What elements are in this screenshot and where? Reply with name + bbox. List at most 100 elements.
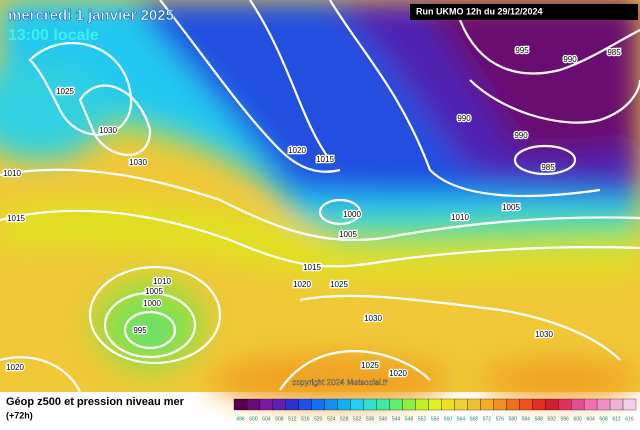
scale-label: 496 (236, 416, 245, 422)
scale-label: 584 (522, 416, 531, 422)
scale-label: 588 (535, 416, 544, 422)
scale-label: 500 (249, 416, 258, 422)
isobar-label: 1005 (502, 203, 520, 212)
isobar-label: 1005 (145, 287, 163, 296)
scale-swatch (389, 398, 403, 411)
scale-swatch (493, 398, 507, 411)
scale-label: 532 (353, 416, 362, 422)
scale-swatch (324, 398, 338, 411)
scale-swatch (337, 398, 351, 411)
scale-swatch (285, 398, 299, 411)
run-label: Run UKMO 12h du 29/12/2024 (416, 6, 543, 16)
isobar-label: 995 (133, 326, 147, 335)
scale-swatch (272, 398, 287, 411)
run-box (410, 4, 638, 20)
isobar-label: 1020 (389, 369, 407, 378)
isobar-label: 1005 (339, 230, 357, 239)
isobar-label: 1015 (303, 263, 321, 272)
scale-label: 512 (288, 416, 297, 422)
isobar-label: 1030 (99, 126, 117, 135)
scale-swatch (519, 398, 533, 411)
isobar-label: 1000 (343, 210, 361, 219)
scale-label: 580 (509, 416, 518, 422)
scale-swatch (246, 398, 261, 411)
isobar-label: 985 (607, 48, 621, 57)
field (0, 0, 640, 405)
scale-label: 592 (548, 416, 557, 422)
footer-title: Géop z500 et pression niveau mer (6, 396, 185, 408)
scale-label: 576 (496, 416, 505, 422)
scale-label: 520 (314, 416, 323, 422)
isobar-label: 1020 (6, 363, 24, 372)
scale-label: 504 (262, 416, 271, 422)
footer-lead: (+72h) (6, 410, 33, 420)
isobar-label: 985 (541, 163, 555, 172)
isobar-label: 1030 (129, 158, 147, 167)
scale-swatch (467, 398, 481, 411)
isobar-label: 1025 (330, 280, 348, 289)
date-label: mercredi 1 janvier 2025 (8, 7, 174, 24)
isobar-labels: 1025103010301010101510201015100010051010… (2, 45, 623, 380)
isobar-label: 990 (457, 114, 471, 123)
scale-label: 556 (431, 416, 440, 422)
scale-label: 600 (573, 416, 582, 422)
scale-swatch (376, 398, 390, 411)
scale-label: 536 (366, 416, 375, 422)
scale-label: 568 (470, 416, 479, 422)
scale-label: 548 (405, 416, 414, 422)
scale-label: 528 (340, 416, 349, 422)
scale-swatch (571, 398, 585, 411)
scale-label: 616 (625, 416, 634, 422)
copyright: copyright 2024 Meteociel.fr (292, 378, 388, 387)
scale-swatch (622, 398, 637, 411)
scale-swatch (363, 398, 377, 411)
scale-swatch (402, 398, 416, 411)
scale-swatch (558, 398, 572, 411)
scale-swatch (311, 398, 325, 411)
isobar-label: 1015 (316, 155, 334, 164)
isobar-label: 990 (563, 55, 577, 64)
scale-swatch (233, 398, 248, 411)
scale-swatch (441, 398, 455, 411)
isobar-label: 1030 (364, 314, 382, 323)
scale-label: 516 (301, 416, 310, 422)
scale-label: 608 (599, 416, 608, 422)
isobar-label: 1015 (7, 214, 25, 223)
scale-label: 612 (612, 416, 621, 422)
scale-label: 564 (457, 416, 466, 422)
isobar-label: 1025 (56, 87, 74, 96)
scale-swatch (480, 398, 494, 411)
scale-swatch (454, 398, 468, 411)
scale-swatch (428, 398, 442, 411)
scale-swatch (415, 398, 429, 411)
scale-swatch (506, 398, 520, 411)
scale-label: 572 (483, 416, 492, 422)
scale-swatch (259, 398, 274, 411)
isobar-label: 1010 (153, 277, 171, 286)
isobar-label: 1010 (451, 213, 469, 222)
scale-label: 604 (586, 416, 595, 422)
isobar-label: 1030 (535, 330, 553, 339)
isobar-label: 995 (515, 46, 529, 55)
isobar-label: 1010 (3, 169, 21, 178)
isobar-label: 1000 (143, 299, 161, 308)
isobar-label: 990 (514, 131, 528, 140)
isobar-label: 1025 (361, 361, 379, 370)
scale-swatch (545, 398, 559, 411)
isobars (0, 0, 640, 393)
scale-label: 524 (327, 416, 336, 422)
scale-label: 596 (561, 416, 570, 422)
scale-label: 552 (418, 416, 427, 422)
scale-swatch (609, 398, 624, 411)
scale-label: 508 (275, 416, 284, 422)
scale-label: 544 (392, 416, 401, 422)
scale-swatch (350, 398, 364, 411)
scale-label: 560 (444, 416, 453, 422)
time-label: 13:00 locale (8, 27, 99, 44)
scale-swatch (532, 398, 546, 411)
isobar-label: 1020 (288, 146, 306, 155)
scale-swatch (298, 398, 312, 411)
isobar-label: 1020 (293, 280, 311, 289)
scale-swatch (596, 398, 611, 411)
